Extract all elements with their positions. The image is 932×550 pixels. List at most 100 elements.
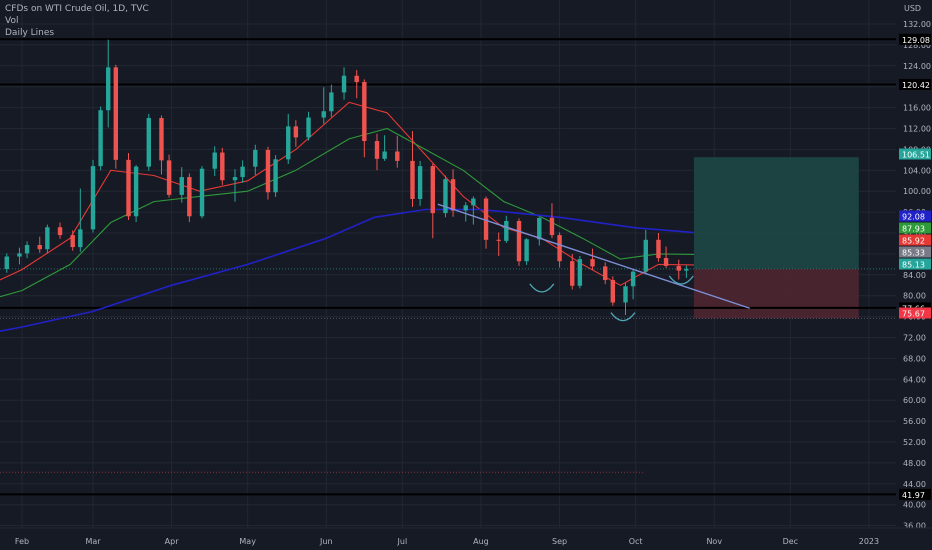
- chart-legend: CFDs on WTI Crude Oil, 1D, TVC Vol Daily…: [5, 3, 149, 39]
- price-tag: [899, 246, 931, 258]
- price-axis[interactable]: [898, 0, 932, 550]
- time-tick-label: Oct: [629, 537, 643, 546]
- time-tick-label: Apr: [165, 537, 180, 546]
- candle-body[interactable]: [166, 160, 172, 195]
- candle-body[interactable]: [623, 286, 628, 303]
- candle-body[interactable]: [471, 198, 476, 206]
- candle-body[interactable]: [570, 261, 575, 286]
- indicator-label[interactable]: Daily Lines: [5, 28, 55, 38]
- candle-body[interactable]: [610, 280, 616, 303]
- candle-body[interactable]: [450, 179, 456, 211]
- candle-body[interactable]: [395, 151, 400, 161]
- candle-body[interactable]: [557, 235, 562, 262]
- candle-body[interactable]: [90, 166, 96, 230]
- price-tag-label: 75.67: [902, 310, 925, 319]
- candle-body[interactable]: [496, 239, 501, 241]
- price-tag-label: 85.92: [902, 237, 925, 246]
- candle-body[interactable]: [187, 177, 192, 217]
- candle-body[interactable]: [24, 245, 30, 254]
- candle-body[interactable]: [146, 118, 151, 167]
- price-tick-label: 60.00: [903, 396, 926, 405]
- candle-body[interactable]: [382, 151, 387, 159]
- price-tag-label: 85.13: [902, 261, 925, 270]
- candle-body[interactable]: [341, 75, 347, 93]
- candle-body[interactable]: [483, 198, 489, 240]
- price-tick-label: 84.00: [903, 271, 926, 280]
- candle-body[interactable]: [577, 259, 583, 286]
- candle-body[interactable]: [220, 152, 225, 181]
- candle-body[interactable]: [199, 168, 205, 217]
- candle-body[interactable]: [212, 152, 217, 169]
- price-tag-label: 87.93: [902, 225, 925, 234]
- candle-body[interactable]: [17, 253, 22, 257]
- volume-label[interactable]: Vol: [5, 16, 19, 26]
- candle-body[interactable]: [443, 179, 448, 214]
- candle-body[interactable]: [306, 117, 311, 138]
- candle-body[interactable]: [430, 166, 435, 214]
- candle-body[interactable]: [663, 258, 669, 266]
- candle-body[interactable]: [265, 149, 271, 193]
- candle-body[interactable]: [410, 160, 415, 200]
- candle-body[interactable]: [159, 118, 164, 161]
- candle-body[interactable]: [126, 159, 131, 217]
- candle-body[interactable]: [537, 217, 542, 240]
- candle-body[interactable]: [113, 67, 119, 160]
- symbol-title[interactable]: CFDs on WTI Crude Oil, 1D, TVC: [5, 4, 149, 14]
- time-tick-label: Dec: [783, 537, 798, 546]
- candle-body[interactable]: [524, 239, 529, 262]
- candle-body[interactable]: [273, 159, 278, 193]
- candle-body[interactable]: [374, 141, 380, 159]
- trendline[interactable]: [437, 203, 750, 309]
- candle-body[interactable]: [329, 92, 334, 112]
- candle-body[interactable]: [417, 166, 423, 200]
- candle-body[interactable]: [504, 220, 509, 241]
- candle-body[interactable]: [630, 271, 636, 287]
- candle-body[interactable]: [4, 256, 9, 270]
- price-tick-label: 116.00: [903, 104, 931, 113]
- candle-body[interactable]: [37, 245, 42, 250]
- level-price-tag: [899, 79, 931, 91]
- candle-body[interactable]: [463, 205, 468, 211]
- candle-body[interactable]: [57, 227, 63, 236]
- price-tick-label: 36.00: [903, 522, 926, 531]
- level-price-tag: [899, 33, 931, 45]
- candle-body[interactable]: [45, 227, 50, 250]
- candle-body[interactable]: [603, 266, 608, 281]
- candle-body[interactable]: [354, 75, 359, 82]
- candle-body[interactable]: [684, 268, 689, 271]
- candle-body[interactable]: [516, 220, 522, 262]
- pattern-curve[interactable]: [529, 283, 555, 293]
- candle-body[interactable]: [656, 239, 661, 259]
- candle-body[interactable]: [179, 177, 184, 195]
- position-profit-zone[interactable]: [693, 157, 859, 269]
- candle-body[interactable]: [293, 126, 299, 138]
- candle-body[interactable]: [362, 81, 367, 142]
- candle-body[interactable]: [643, 239, 648, 272]
- price-tick-label: 128.00: [903, 41, 931, 50]
- pattern-curve[interactable]: [668, 275, 694, 285]
- price-tag-label: 106.51: [902, 151, 930, 160]
- candle-body[interactable]: [78, 229, 83, 248]
- candle-body[interactable]: [253, 149, 258, 167]
- candle-body[interactable]: [106, 67, 111, 111]
- price-tick-label: 68.00: [903, 354, 926, 363]
- pattern-curve[interactable]: [610, 312, 636, 322]
- candle-body[interactable]: [321, 111, 326, 118]
- candle-body[interactable]: [133, 166, 139, 217]
- candle-body[interactable]: [240, 166, 245, 178]
- moving-average-line: [0, 127, 695, 298]
- position-loss-zone[interactable]: [693, 268, 859, 319]
- price-tick-label: 40.00: [903, 501, 926, 510]
- price-tag: [899, 258, 931, 270]
- candle-body[interactable]: [286, 126, 291, 160]
- price-tick-label: 64.00: [903, 375, 926, 384]
- level-price-label: 129.08: [902, 36, 930, 45]
- candle-body[interactable]: [590, 259, 595, 267]
- candle-body[interactable]: [676, 265, 681, 271]
- candle-body[interactable]: [70, 235, 75, 248]
- candle-body[interactable]: [549, 217, 555, 236]
- candle-body[interactable]: [98, 110, 103, 167]
- time-tick-label: Jun: [319, 537, 333, 546]
- candle-body[interactable]: [232, 177, 238, 181]
